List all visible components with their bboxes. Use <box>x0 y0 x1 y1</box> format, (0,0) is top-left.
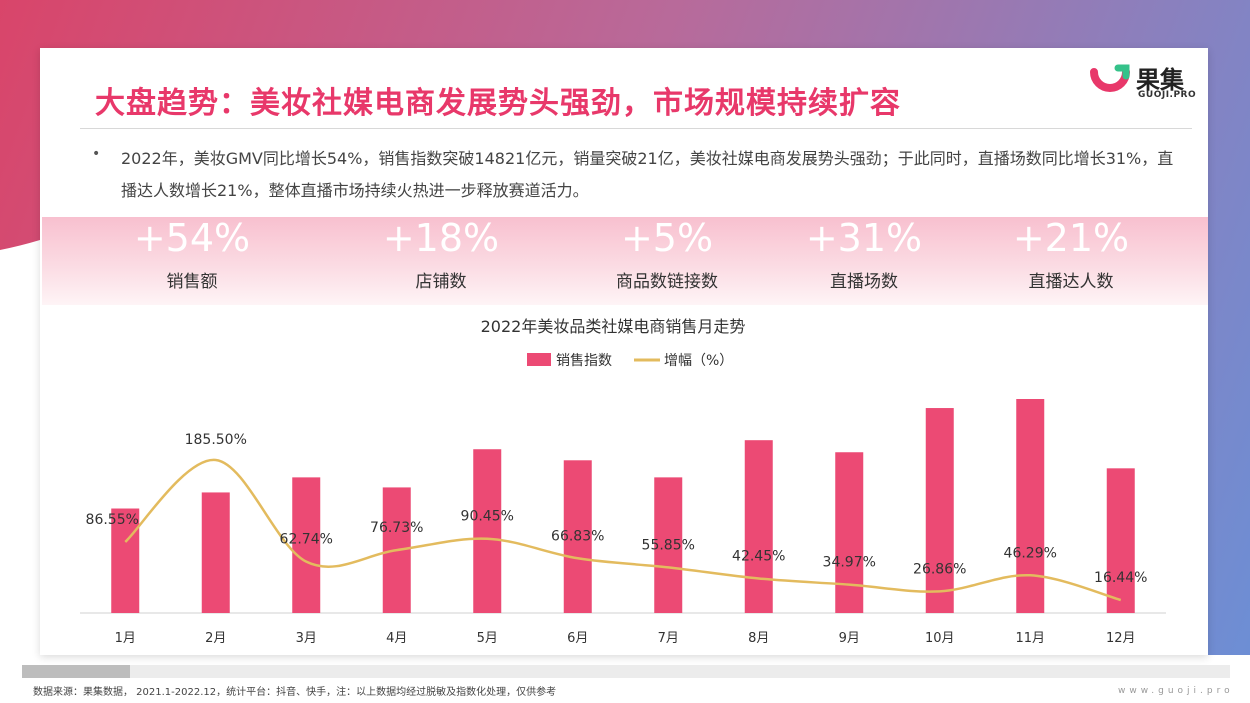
chart-title: 2022年美妆品类社媒电商销售月走势 <box>481 317 746 336</box>
stat-value: +21% <box>1012 216 1130 260</box>
stat-sales: +54% 销售额 <box>92 214 292 292</box>
stat-value: +54% <box>133 216 251 260</box>
legend-label-bar: 销售指数 <box>556 353 612 369</box>
stat-live-streamers: +21% 直播达人数 <box>971 214 1171 292</box>
x-tick-label: 7月 <box>658 631 679 646</box>
stat-value: +5% <box>620 216 714 260</box>
bar-5 <box>473 449 502 613</box>
x-tick-label: 4月 <box>386 631 407 646</box>
stat-label: 直播场数 <box>830 272 898 292</box>
website-url: www.guoji.pro <box>1118 686 1234 696</box>
logo-text-cn: 果集 <box>1136 66 1184 94</box>
horizontal-scrollbar[interactable] <box>22 665 1230 678</box>
bar-12 <box>1106 468 1135 613</box>
growth-data-label: 185.50% <box>185 432 247 448</box>
data-source-note: 数据来源：果集数据， 2021.1-2022.12，统计平台：抖音、快手，注：以… <box>33 687 557 698</box>
x-tick-label: 9月 <box>839 631 860 646</box>
chart-legend: 销售指数 增幅（%） <box>527 353 733 369</box>
legend-label-line: 增幅（%） <box>664 353 733 369</box>
bar-6 <box>563 460 592 613</box>
x-tick-label: 8月 <box>748 631 769 646</box>
bar-9 <box>835 452 864 613</box>
bar-8 <box>744 440 773 613</box>
stat-product-links: +5% 商品数链接数 <box>567 214 767 292</box>
bar-7 <box>654 477 683 613</box>
title-divider <box>80 128 1192 129</box>
summary-text: 2022年，美妆GMV同比增长54%，销售指数突破14821亿元，销量突破21亿… <box>121 149 1174 200</box>
growth-data-label: 46.29% <box>1004 545 1057 561</box>
growth-data-label: 62.74% <box>280 532 333 548</box>
stats-band <box>42 217 1208 305</box>
x-tick-label: 3月 <box>296 631 317 646</box>
bullet-icon: • <box>92 146 101 162</box>
page-title: 大盘趋势：美妆社媒电商发展势头强劲，市场规模持续扩容 <box>95 86 901 121</box>
growth-line <box>124 458 1122 602</box>
stat-value: +31% <box>805 216 923 260</box>
growth-data-label: 86.55% <box>86 512 139 528</box>
bar-11 <box>1016 399 1045 613</box>
x-tick-label: 5月 <box>477 631 498 646</box>
logo-text-en: GUOJI.PRO <box>1138 90 1197 100</box>
x-tick-label: 1月 <box>115 631 136 646</box>
growth-data-label: 66.83% <box>551 528 604 544</box>
bar-3 <box>292 477 321 613</box>
logo-icon <box>1090 64 1130 92</box>
growth-data-label: 55.85% <box>642 537 695 553</box>
stat-label: 店铺数 <box>415 272 467 292</box>
stat-label: 直播达人数 <box>1028 272 1114 292</box>
growth-data-label: 90.45% <box>461 509 514 525</box>
x-tick-label: 6月 <box>567 631 588 646</box>
x-tick-label: 10月 <box>925 631 955 646</box>
x-tick-label: 2月 <box>205 631 226 646</box>
growth-data-label: 16.44% <box>1094 570 1147 586</box>
content-card <box>40 48 1208 655</box>
growth-data-label: 34.97% <box>823 555 876 571</box>
x-tick-label: 12月 <box>1106 631 1136 646</box>
stat-stores: +18% 店铺数 <box>341 214 541 292</box>
stat-label: 销售额 <box>166 272 218 292</box>
x-tick-label: 11月 <box>1015 631 1045 646</box>
stat-live-sessions: +31% 直播场数 <box>764 214 964 292</box>
brand-logo: 果集 GUOJI.PRO <box>1088 60 1198 102</box>
stat-label: 商品数链接数 <box>616 272 718 292</box>
bar-10 <box>925 408 954 613</box>
growth-data-label: 76.73% <box>370 520 423 536</box>
legend-swatch-bar <box>527 353 551 366</box>
scrollbar-thumb[interactable] <box>22 665 130 678</box>
stat-value: +18% <box>382 216 500 260</box>
growth-data-label: 26.86% <box>913 561 966 577</box>
bar-1 <box>111 508 140 613</box>
growth-data-label: 42.45% <box>732 548 785 564</box>
bar-2 <box>201 492 230 613</box>
